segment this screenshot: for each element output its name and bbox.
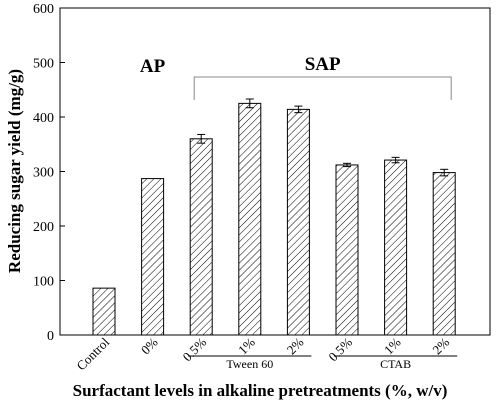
category-label: 2% (429, 334, 452, 357)
bar (238, 102, 262, 336)
category-label: Control (73, 334, 112, 373)
bar (335, 164, 359, 336)
y-axis-title: Reducing sugar yield (mg/g) (5, 69, 24, 273)
y-tick-label: 200 (33, 220, 54, 235)
y-tick-label: 100 (33, 275, 54, 290)
y-tick-label: 500 (33, 57, 54, 72)
annotations: AP SAP (140, 54, 452, 100)
sap-bracket (193, 76, 452, 100)
bar (189, 138, 213, 336)
category-label: 1% (381, 334, 404, 357)
y-tick-label: 0 (47, 329, 54, 344)
category-label: 0% (138, 334, 161, 357)
category-label: 2% (284, 334, 307, 357)
plot-frame (59, 7, 491, 336)
category-label: 0.5% (180, 334, 210, 364)
x-axis-title: Surfactant levels in alkaline pretreatme… (73, 381, 448, 400)
bar (141, 178, 165, 336)
group-label: Tween 60 (226, 357, 273, 371)
bar (432, 172, 456, 336)
y-tick-label: 300 (33, 166, 54, 181)
bar (286, 108, 310, 336)
group-brackets: Tween 60 CTAB (188, 355, 458, 371)
y-tick-label: 400 (33, 111, 54, 126)
y-axis: 0 100 200 300 400 500 600 (33, 2, 65, 344)
bars (92, 98, 456, 336)
group-label: CTAB (380, 357, 411, 371)
bar (384, 159, 408, 336)
ap-label: AP (140, 56, 166, 77)
category-label: 1% (235, 334, 258, 357)
bar (92, 287, 116, 336)
category-label: 0.5% (325, 334, 355, 364)
sap-label: SAP (305, 54, 341, 75)
y-tick-label: 600 (33, 2, 54, 17)
